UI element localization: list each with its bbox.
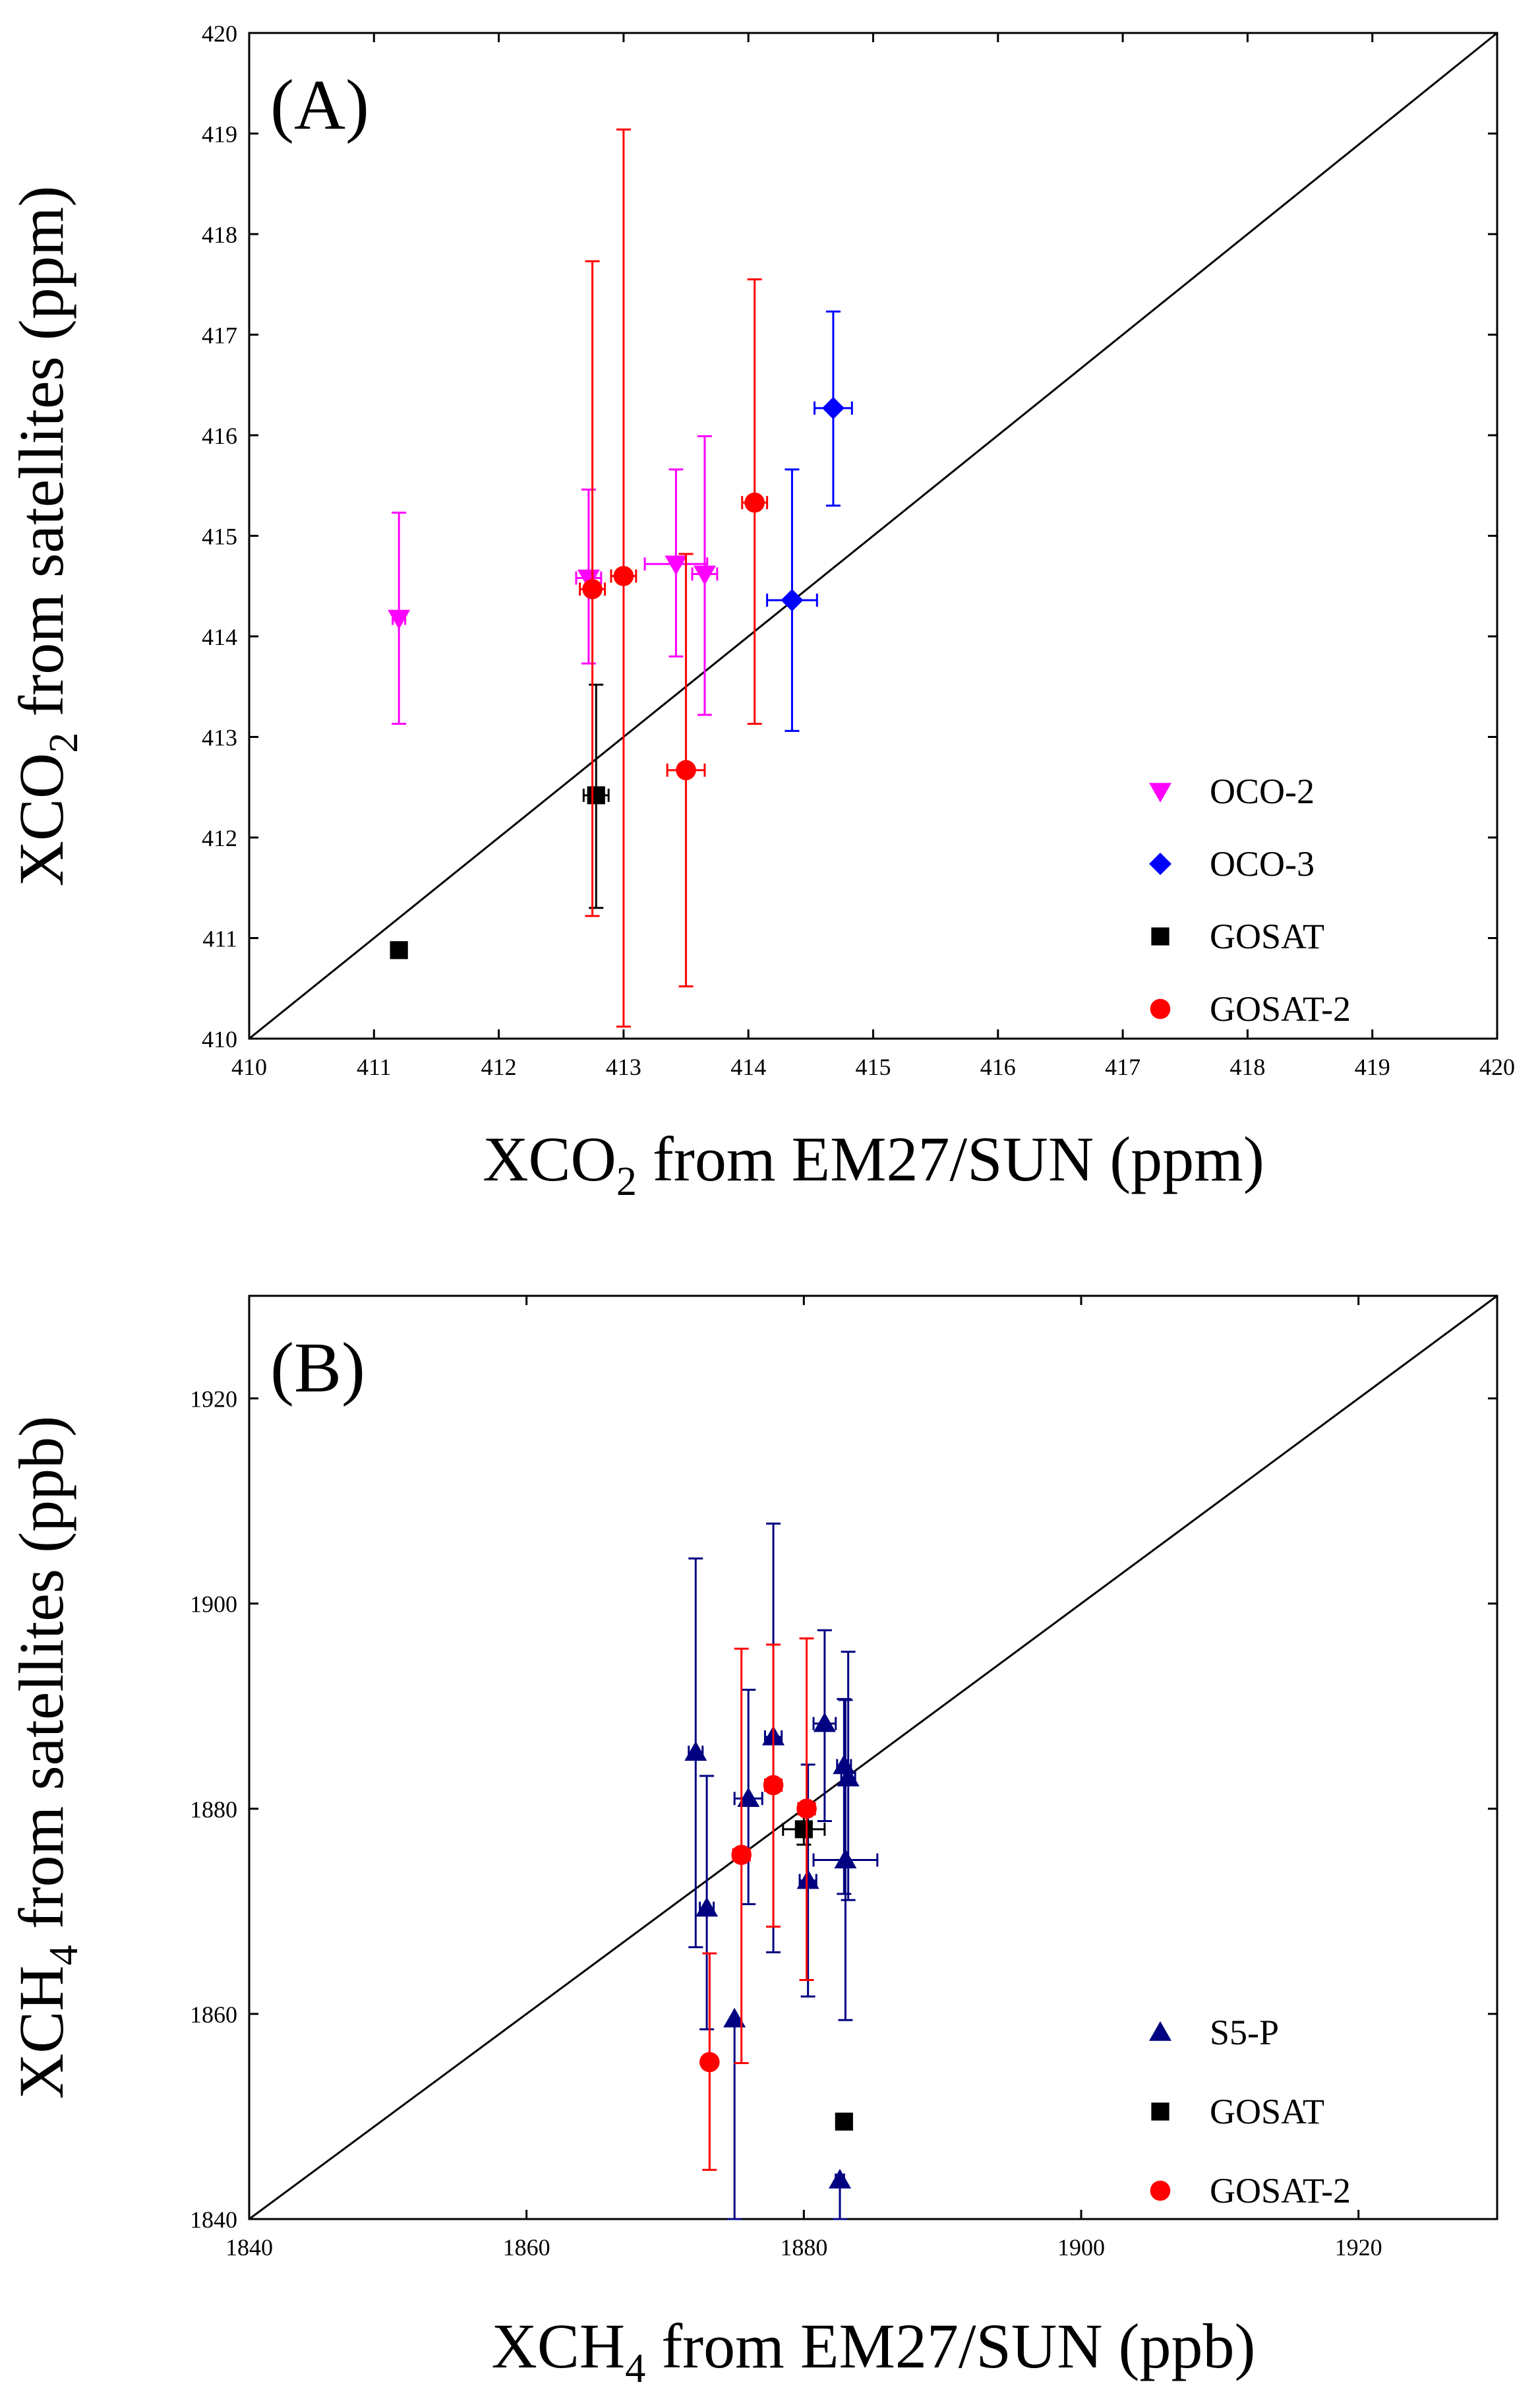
legend-marker-gosat: [1151, 2102, 1170, 2121]
y-tick-label: 417: [202, 322, 237, 349]
y-tick-label: 412: [202, 825, 237, 851]
data-point: [699, 2052, 720, 2073]
data-point: [388, 609, 411, 630]
one-to-one-line: [249, 1295, 1498, 2220]
x-tick-label: 420: [1479, 1054, 1515, 1080]
legend: OCO-2 OCO-3 GOSAT GOSAT-2: [1149, 772, 1351, 1029]
data-point: [837, 1767, 860, 1786]
y-tick-label: 1860: [190, 2001, 237, 2028]
y-tick-label: 420: [202, 20, 237, 47]
legend-label: OCO-2: [1210, 772, 1315, 811]
x-tick-label: 1840: [225, 2234, 273, 2261]
legend-label: GOSAT-2: [1210, 2171, 1351, 2210]
series-gosat-2: [699, 1637, 817, 2171]
data-point: [763, 1775, 784, 1796]
legend-marker-gosat-2: [1150, 2180, 1171, 2201]
legend-label: GOSAT: [1210, 917, 1324, 956]
data-point: [613, 566, 634, 586]
x-tick-label: 1880: [780, 2234, 827, 2261]
x-tick-label: 417: [1105, 1054, 1140, 1080]
x-tick-label: 414: [730, 1054, 766, 1080]
x-tick-label: 410: [231, 1054, 267, 1080]
data-point: [696, 1897, 719, 1917]
legend-marker-gosat: [1151, 927, 1170, 946]
data-point: [833, 1754, 856, 1775]
data-point: [744, 492, 765, 513]
one-to-one-line: [249, 32, 1498, 1040]
y-tick-label: 415: [202, 524, 237, 550]
x-tick-label: 412: [481, 1054, 517, 1080]
legend-marker-gosat-2: [1150, 998, 1171, 1020]
data-point: [737, 1787, 760, 1807]
data-point: [693, 565, 716, 586]
series-oco-3: [766, 310, 853, 732]
panel-a-label: (A): [270, 66, 369, 144]
legend-marker-oco-3: [1149, 853, 1171, 875]
data-point: [665, 555, 688, 576]
x-tick-label: 1860: [503, 2234, 550, 2261]
data-point: [835, 2112, 853, 2131]
data-point: [781, 589, 804, 612]
data-point: [834, 1848, 857, 1869]
x-tick-label: 415: [856, 1054, 891, 1080]
panel-a-y-axis-title: XCO2 from satellites (ppm): [6, 186, 86, 887]
data-point: [821, 396, 844, 419]
data-point: [796, 1869, 819, 1889]
x-tick-label: 1920: [1335, 2234, 1382, 2261]
legend-marker-oco-2: [1149, 783, 1171, 803]
data-point: [813, 1712, 836, 1732]
data-point: [577, 569, 600, 590]
series-gosat-2: [579, 128, 769, 1028]
y-tick-label: 416: [202, 423, 237, 449]
panel-b-xch4-chart: (B) XCH4 from EM27/SUN (ppb) XCH4 from s…: [6, 1295, 1498, 2391]
x-tick-label: 416: [980, 1054, 1016, 1080]
data-point: [723, 2007, 746, 2028]
panel-b-y-axis-title: XCH4 from satellites (ppb): [6, 1416, 86, 2099]
legend: S5-P GOSAT GOSAT-2: [1149, 2013, 1351, 2210]
y-tick-label: 410: [202, 1026, 237, 1052]
data-point: [684, 1741, 707, 1761]
panel-a-x-axis-title: XCO2 from EM27/SUN (ppm): [483, 1124, 1264, 1204]
y-tick-label: 1840: [190, 2207, 237, 2233]
panel-b-x-axis-title: XCH4 from EM27/SUN (ppb): [492, 2311, 1256, 2391]
legend-label: S5-P: [1210, 2013, 1279, 2052]
y-tick-label: 411: [202, 926, 237, 952]
y-tick-label: 418: [202, 222, 237, 248]
y-tick-label: 1920: [190, 1386, 237, 1413]
y-tick-label: 419: [202, 121, 237, 148]
legend-marker-s5-p: [1149, 2021, 1171, 2041]
y-tick-label: 1880: [190, 1796, 237, 1823]
data-point: [676, 760, 696, 781]
panel-a-xco2-chart: (A) XCO2 from EM27/SUN (ppm) XCO2 from s…: [6, 20, 1515, 1204]
x-tick-label: 413: [606, 1054, 641, 1080]
data-point: [796, 1798, 817, 1819]
panel-b-label: (B): [270, 1329, 365, 1407]
x-tick-label: 1900: [1057, 2234, 1105, 2261]
x-tick-label: 411: [357, 1054, 392, 1080]
data-point: [587, 786, 605, 805]
panel-b-plot-frame: [248, 1295, 1498, 2220]
series-oco-2: [388, 435, 719, 725]
y-tick-label: 1900: [190, 1591, 237, 1618]
data-point: [794, 1820, 813, 1839]
y-tick-label: 413: [202, 725, 237, 751]
series-gosat: [390, 683, 610, 960]
data-point: [731, 1844, 752, 1866]
x-tick-label: 419: [1355, 1054, 1390, 1080]
data-point: [829, 2168, 852, 2189]
data-point: [390, 941, 408, 960]
x-tick-label: 418: [1229, 1054, 1265, 1080]
legend-label: GOSAT: [1210, 2092, 1324, 2131]
legend-label: OCO-3: [1210, 844, 1315, 884]
data-point: [582, 579, 603, 599]
y-tick-label: 414: [202, 624, 237, 650]
legend-label: GOSAT-2: [1210, 989, 1351, 1029]
